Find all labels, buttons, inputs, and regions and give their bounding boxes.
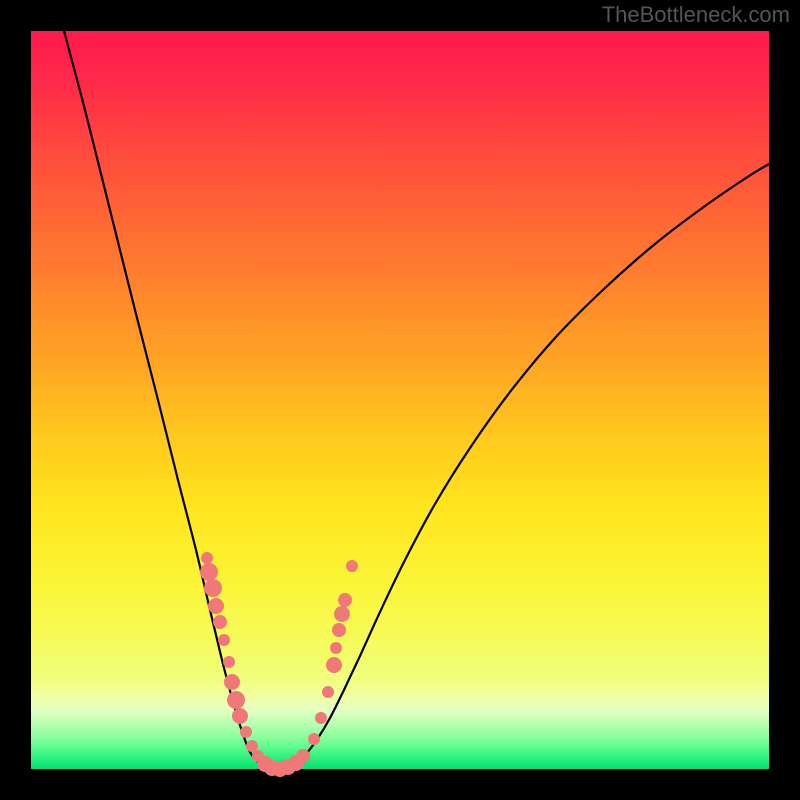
data-marker: [223, 656, 235, 668]
data-marker: [346, 560, 358, 572]
data-marker: [213, 615, 227, 629]
data-marker: [338, 593, 352, 607]
data-marker: [227, 691, 245, 709]
bottleneck-curve-chart: [0, 0, 800, 800]
data-marker: [246, 740, 258, 752]
watermark-text: TheBottleneck.com: [602, 2, 790, 28]
data-marker: [332, 623, 346, 637]
data-marker: [218, 634, 230, 646]
data-marker: [200, 563, 218, 581]
data-marker: [204, 579, 222, 597]
data-marker: [315, 712, 327, 724]
chart-container: TheBottleneck.com: [0, 0, 800, 800]
data-marker: [330, 642, 342, 654]
data-marker: [296, 749, 310, 763]
data-marker: [308, 733, 320, 745]
data-marker: [208, 598, 224, 614]
data-marker: [201, 552, 213, 564]
plot-background-gradient: [31, 31, 769, 769]
data-marker: [240, 726, 252, 738]
data-marker: [322, 686, 334, 698]
data-marker: [232, 708, 248, 724]
data-marker: [326, 657, 342, 673]
data-marker: [334, 606, 350, 622]
data-marker: [224, 674, 240, 690]
